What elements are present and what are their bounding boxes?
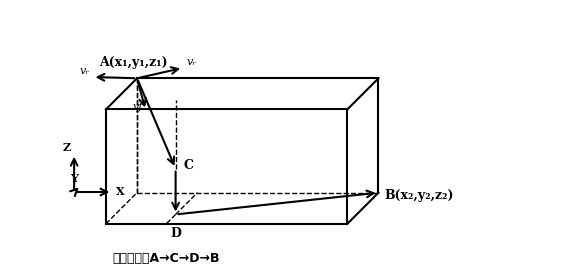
Text: X: X: [115, 186, 124, 197]
Text: C: C: [183, 159, 193, 172]
Text: vᵣ: vᵣ: [186, 57, 196, 67]
Text: B(x₂,y₂,z₂): B(x₂,y₂,z₂): [385, 189, 455, 202]
Text: Z: Z: [63, 142, 71, 153]
Text: 刃具路径：A→C→D→B: 刃具路径：A→C→D→B: [113, 252, 220, 265]
Text: Y: Y: [69, 173, 77, 184]
Text: vᵣ: vᵣ: [79, 66, 90, 76]
Text: D: D: [170, 227, 181, 240]
Text: A(x₁,y₁,z₁): A(x₁,y₁,z₁): [99, 56, 168, 69]
Text: vƒ: vƒ: [132, 102, 142, 112]
